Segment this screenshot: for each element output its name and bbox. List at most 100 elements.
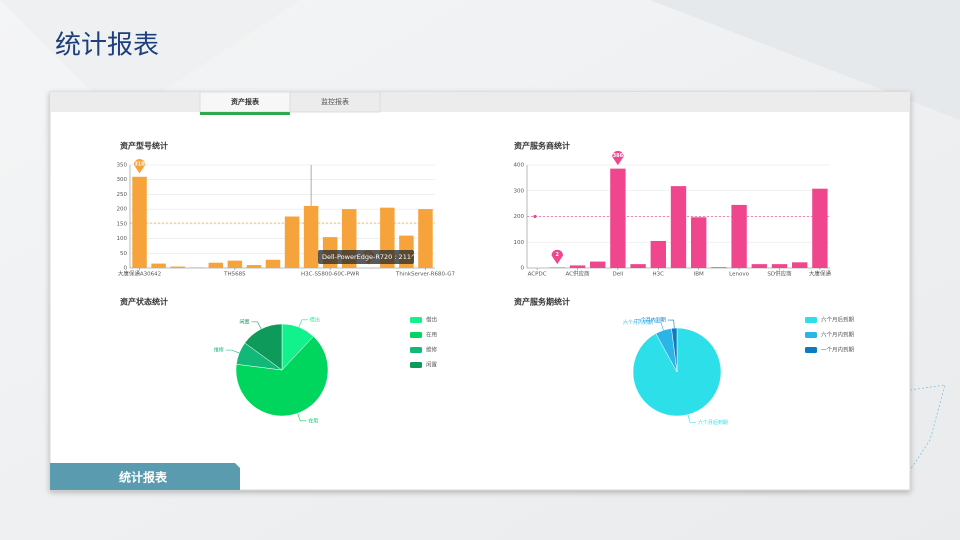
bar — [670, 186, 687, 268]
bar — [151, 263, 166, 268]
bar — [227, 260, 243, 268]
x-tick-label: H3C — [653, 272, 665, 278]
panel — [49, 91, 911, 491]
legend-label: 闲置 — [426, 361, 438, 369]
legend-swatch — [805, 347, 817, 353]
mark-pin-label: 386 — [613, 153, 624, 159]
x-tick-label: H3C-S5800-60C-PWR — [301, 272, 360, 278]
mark-pin-label: 2 — [556, 252, 560, 258]
mark-pin — [551, 249, 564, 265]
footer-label: 统计报表 — [119, 470, 168, 485]
bar — [630, 264, 646, 268]
legend-label: 借出 — [426, 316, 437, 324]
bar — [771, 264, 788, 268]
x-tick-label: SD供应商 — [767, 270, 792, 278]
slice-label: 一个月内到期 — [636, 317, 666, 324]
bar — [691, 217, 707, 268]
bar — [610, 168, 626, 268]
decor — [650, 0, 960, 120]
legend-label: 六个月内到期 — [821, 331, 855, 339]
y-tick-label: 400 — [514, 163, 525, 169]
label-line — [225, 349, 240, 354]
legend-swatch — [410, 362, 422, 368]
bar — [590, 261, 606, 268]
label-line — [297, 413, 307, 422]
y-tick-label: 300 — [117, 177, 128, 183]
bar — [711, 267, 727, 268]
tab-label[interactable]: 资产报表 — [231, 97, 260, 106]
mark-pin-label: 310 — [134, 161, 145, 167]
bar — [170, 266, 185, 268]
chart-title: 资产状态统计 — [120, 297, 168, 307]
chart-title: 资产服务期统计 — [514, 297, 570, 307]
legend-swatch — [410, 317, 422, 323]
y-tick-label: 200 — [117, 207, 128, 213]
slice-label: 闲置 — [239, 318, 249, 325]
slice-label: 六个月内到期 — [623, 319, 653, 326]
label-line — [687, 414, 696, 423]
average-marker — [533, 214, 537, 219]
label-line — [667, 319, 675, 329]
x-tick-label: Dell — [613, 272, 624, 278]
slice-label: 维修 — [214, 347, 224, 354]
x-tick-label: 大唐保通A30642 — [118, 270, 161, 278]
slice-label: 在用 — [308, 417, 318, 424]
footer-tag — [50, 463, 240, 490]
bar — [569, 265, 586, 268]
bar — [731, 204, 747, 268]
tab-label[interactable]: 监控报表 — [321, 97, 349, 106]
bar — [812, 188, 828, 268]
y-tick-label: 100 — [117, 236, 128, 242]
tab-bar — [50, 92, 910, 112]
bar — [418, 209, 433, 268]
y-tick-label: 150 — [117, 221, 128, 227]
x-tick-label: 大唐保通 — [809, 270, 832, 278]
y-tick-label: 300 — [514, 188, 525, 194]
chart-title: 资产型号统计 — [120, 141, 168, 151]
label-line — [298, 319, 308, 328]
bar — [132, 176, 147, 268]
x-tick-label: AC供应商 — [565, 270, 590, 278]
y-tick-label: 100 — [514, 240, 525, 246]
slide-title: 统计报表 — [55, 31, 159, 61]
y-tick-label: 250 — [117, 192, 128, 198]
legend-label: 一个月内到期 — [821, 346, 855, 354]
y-tick-label: 0 — [521, 266, 525, 272]
tooltip — [318, 250, 414, 264]
y-tick-label: 200 — [514, 214, 525, 220]
y-tick-label: 0 — [124, 266, 128, 272]
label-line — [251, 321, 262, 330]
x-tick-label: ACPDC — [528, 272, 547, 278]
bar — [303, 205, 319, 268]
legend-swatch — [410, 332, 422, 338]
tab[interactable] — [289, 91, 381, 113]
chart-title: 资产服务商统计 — [514, 141, 570, 151]
bar — [751, 264, 767, 268]
y-tick-label: 50 — [120, 251, 127, 257]
bar — [650, 240, 666, 268]
bar — [792, 262, 808, 268]
legend-label: 维修 — [426, 346, 438, 354]
mark-pin — [133, 158, 146, 175]
x-tick-label: ThinkServer-R680-G7 — [395, 272, 455, 278]
x-tick-label: TH5685 — [223, 272, 246, 278]
legend-label: 六个月后到期 — [821, 316, 855, 324]
average-marker — [136, 221, 140, 225]
bar — [284, 216, 300, 268]
slice-label: 借出 — [310, 316, 320, 323]
bar — [549, 267, 565, 268]
tab-indicator — [200, 112, 290, 115]
legend-swatch — [805, 317, 817, 323]
x-tick-label: IBM — [694, 272, 704, 278]
decor — [909, 384, 946, 472]
bar — [246, 265, 262, 268]
bar — [189, 267, 204, 268]
mark-pin — [611, 150, 625, 167]
bar — [208, 262, 224, 268]
legend-swatch — [410, 347, 422, 353]
tooltip-text: Dell-PowerEdge-R720 : 211个 — [322, 253, 418, 261]
legend-swatch — [805, 332, 817, 338]
slice-label: 六个月后到期 — [698, 419, 728, 426]
x-tick-label: Lenovo — [729, 272, 749, 278]
